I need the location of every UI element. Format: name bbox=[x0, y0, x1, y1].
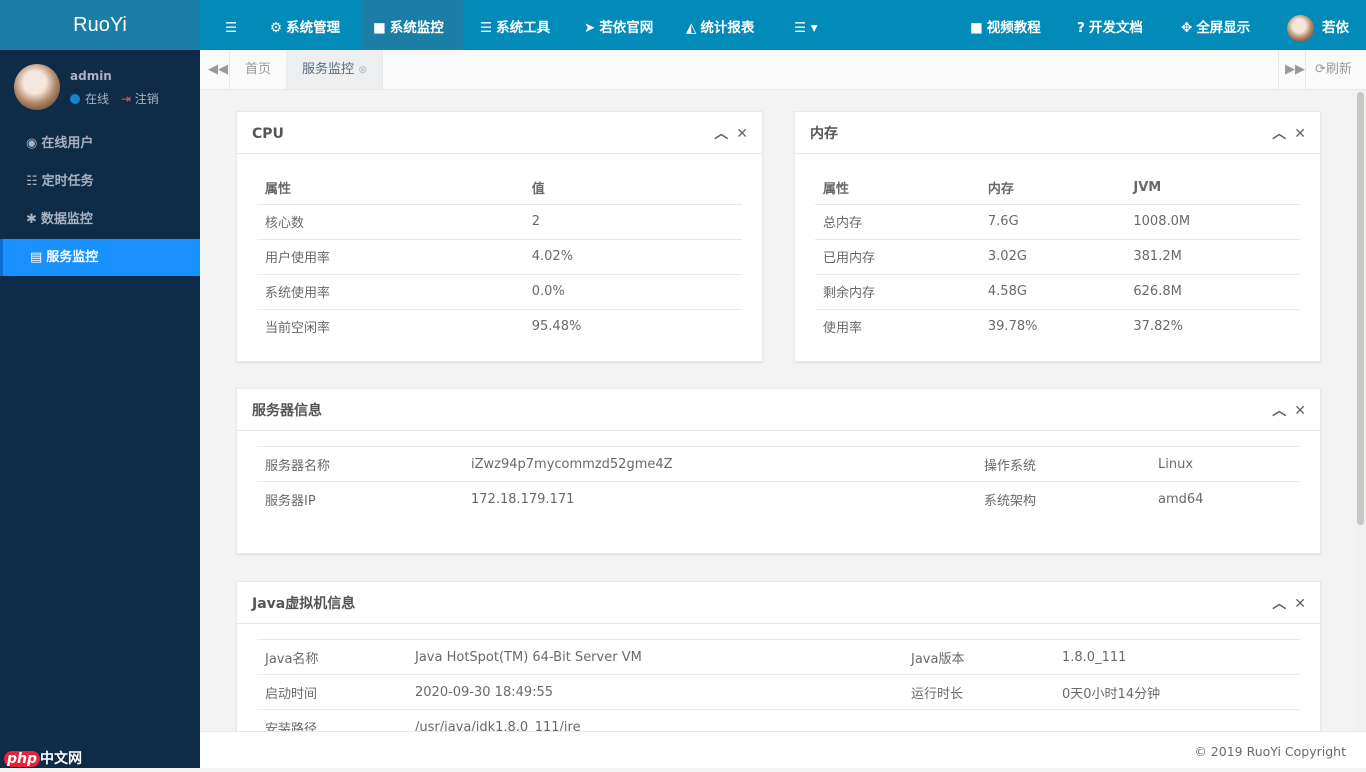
panel-title: 服务器信息 bbox=[252, 403, 322, 419]
nav-ruoyi-site[interactable]: ➤ 若依官网 bbox=[573, 0, 664, 50]
memory-panel: 内存 ︿ ✕ 属性 内存 JVM 总内存 7.6G 1008.0M 已用内存 3.02G 381… bbox=[794, 111, 1321, 362]
logout-icon: ⇥ bbox=[120, 92, 131, 106]
user-avatar[interactable] bbox=[1287, 15, 1314, 42]
area-chart-icon: ◭ bbox=[686, 20, 697, 36]
nav-video-tutorial[interactable]: ■ 视频教程 bbox=[959, 0, 1052, 50]
close-icon[interactable]: ✕ bbox=[1294, 596, 1306, 612]
collapse-icon[interactable]: ︿ bbox=[1272, 596, 1287, 612]
table-row: 服务器名称 iZwz94p7mycommzd52gme4Z 操作系统 Linux bbox=[257, 446, 1300, 482]
sidebar-item-data-monitor[interactable]: ✱ 数据监控 bbox=[0, 201, 200, 238]
table-row: 已用内存 3.02G 381.2M bbox=[815, 238, 1300, 274]
nav-more-dropdown[interactable]: ☰ ▾ bbox=[783, 0, 829, 50]
refresh-button[interactable]: ⟳刷新 bbox=[1315, 62, 1352, 77]
collapse-icon[interactable]: ︿ bbox=[1272, 403, 1287, 419]
logout-link[interactable]: 注销 bbox=[134, 92, 159, 106]
table-row: 剩余内存 4.58G 626.8M bbox=[815, 273, 1300, 309]
nav-system-monitor[interactable]: ■ 系统监控 bbox=[362, 0, 463, 50]
scroll-left-button[interactable]: ◀◀ bbox=[200, 50, 230, 89]
table-row: 使用率 39.78% 37.82% bbox=[815, 308, 1300, 344]
list-icon: ☰ bbox=[480, 20, 493, 36]
scroll-right-button[interactable]: ▶▶ bbox=[1278, 50, 1306, 89]
panel-title: 内存 bbox=[810, 126, 838, 142]
sidebar-item-scheduled-tasks[interactable]: ☷ 定时任务 bbox=[0, 163, 200, 200]
panel-title: Java虚拟机信息 bbox=[252, 596, 356, 612]
server-info-panel: 服务器信息 ︿ ✕ 服务器名称 iZwz94p7mycommzd52gme4Z 操作系统… bbox=[236, 388, 1321, 554]
nav-fullscreen[interactable]: ✥ 全屏显示 bbox=[1170, 0, 1261, 50]
tab-home[interactable]: 首页 bbox=[230, 50, 288, 89]
table-row: 核心数 2 bbox=[257, 203, 742, 239]
close-icon[interactable]: ✕ bbox=[1294, 403, 1306, 419]
user-circle-icon: ◉ bbox=[26, 136, 38, 151]
main-content: CPU ︿ ✕ 属性值 核心数 2 用户使用率 4.02% 系统使用率 0.0% 当前空闲… bbox=[200, 90, 1356, 731]
close-tab-icon[interactable]: ⊗ bbox=[358, 63, 368, 76]
online-dot-icon bbox=[70, 94, 80, 104]
server-table: 服务器名称 iZwz94p7mycommzd52gme4Z 操作系统 Linux 服务… bbox=[257, 446, 1300, 517]
collapse-icon[interactable]: ︿ bbox=[1272, 126, 1287, 142]
jvm-table: Java名称 Java HotSpot(TM) 64-Bit Server VM J… bbox=[257, 639, 1300, 731]
footer: © 2019 RuoYi Copyright bbox=[200, 731, 1366, 768]
menu-toggle-button[interactable]: ☰ bbox=[225, 20, 238, 36]
table-row: 安装路径/usr/java/jdk1.8.0_111/jre bbox=[257, 709, 1300, 731]
nav-system-tools[interactable]: ☰ 系统工具 bbox=[469, 0, 561, 50]
close-icon[interactable]: ✕ bbox=[736, 126, 748, 142]
top-navbar: RuoYi ☰ ⚙ 系统管理 ■ 系统监控 ☰ 系统工具 ➤ 若依官网 ◭ 统计报表 ☰ … bbox=[0, 0, 1366, 50]
online-status: 在线 bbox=[85, 92, 110, 106]
tab-server-monitor[interactable]: 服务监控 ⊗ bbox=[287, 50, 384, 89]
user-menu[interactable]: 若依 bbox=[1322, 20, 1349, 36]
scrollbar-thumb[interactable] bbox=[1357, 92, 1364, 525]
server-icon: ▤ bbox=[30, 250, 43, 265]
list-icon: ☰ ▾ bbox=[794, 20, 818, 36]
tab-bar: ◀◀ 首页 服务监控 ⊗ ▶▶ ⟳刷新 bbox=[200, 50, 1366, 90]
avatar bbox=[14, 64, 60, 110]
panel-title: CPU bbox=[252, 126, 284, 142]
table-row: 系统使用率 0.0% bbox=[257, 273, 742, 309]
nav-system-admin[interactable]: ⚙ 系统管理 bbox=[259, 0, 351, 50]
memory-table: 属性 内存 JVM 总内存 7.6G 1008.0M 已用内存 3.02G 381.2M 剩… bbox=[815, 172, 1300, 344]
table-row: 用户使用率 4.02% bbox=[257, 238, 742, 274]
column-header: JVM bbox=[1125, 172, 1300, 205]
column-header: 值 bbox=[523, 172, 742, 205]
bug-icon: ✱ bbox=[26, 212, 37, 227]
sidebar: admin 在线 ⇥ 注销 ◉ 在线用户 ☷ 定时任务 ✱ 数据监控 ▤ 服务监控 bbox=[0, 50, 200, 768]
cpu-panel: CPU ︿ ✕ 属性值 核心数 2 用户使用率 4.02% 系统使用率 0.0% 当前空闲… bbox=[236, 111, 763, 362]
sidebar-item-online-users[interactable]: ◉ 在线用户 bbox=[0, 125, 200, 162]
fullscreen-icon: ✥ bbox=[1181, 20, 1193, 36]
cpu-table: 属性值 核心数 2 用户使用率 4.02% 系统使用率 0.0% 当前空闲率 95.48… bbox=[257, 172, 742, 344]
table-row: 总内存 7.6G 1008.0M bbox=[815, 203, 1300, 239]
scrollbar[interactable] bbox=[1356, 90, 1366, 731]
table-row: 当前空闲率 95.48% bbox=[257, 308, 742, 344]
username: admin bbox=[70, 69, 112, 83]
refresh-icon: ⟳ bbox=[1315, 62, 1326, 77]
table-row: Java名称 Java HotSpot(TM) 64-Bit Server VM J… bbox=[257, 639, 1300, 675]
video-icon: ■ bbox=[970, 20, 983, 36]
question-circle-icon: ? bbox=[1077, 20, 1085, 36]
tasks-icon: ☷ bbox=[26, 174, 38, 189]
column-header: 属性 bbox=[815, 172, 980, 205]
location-arrow-icon: ➤ bbox=[584, 20, 596, 36]
table-row: 服务器IP 172.18.179.171 系统架构 amd64 bbox=[257, 481, 1300, 517]
gear-icon: ⚙ bbox=[270, 20, 283, 36]
sidebar-item-server-monitor[interactable]: ▤ 服务监控 bbox=[0, 239, 200, 276]
jvm-info-panel: Java虚拟机信息 ︿ ✕ Java名称 Java HotSpot(TM) 64-Bi… bbox=[236, 581, 1321, 731]
collapse-icon[interactable]: ︿ bbox=[714, 126, 729, 142]
column-header: 内存 bbox=[979, 172, 1126, 205]
video-icon: ■ bbox=[373, 20, 386, 36]
nav-dev-docs[interactable]: ? 开发文档 bbox=[1066, 0, 1154, 50]
nav-reports[interactable]: ◭ 统计报表 bbox=[675, 0, 765, 50]
table-row: 启动时间 2020-09-30 18:49:55 运行时长 0天0小时14分钟 bbox=[257, 674, 1300, 710]
logo[interactable]: RuoYi bbox=[0, 0, 200, 50]
column-header: 属性 bbox=[257, 172, 524, 205]
watermark-logo: php 中文网 bbox=[4, 748, 82, 768]
close-icon[interactable]: ✕ bbox=[1294, 126, 1306, 142]
